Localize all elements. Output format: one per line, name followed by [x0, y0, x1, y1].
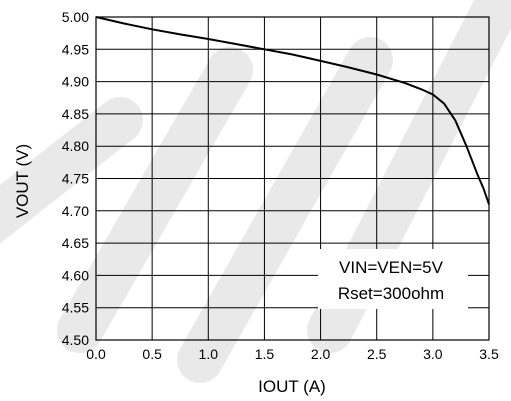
y-axis-title: VOUT (V): [13, 144, 32, 218]
annotation-line-2: Rset=300ohm: [338, 284, 444, 303]
series-line: [95, 16, 490, 205]
x-tick-label: 0.5: [142, 346, 162, 362]
y-tick-labels: 4.50 4.55 4.60 4.65 4.70 4.75 4.80 4.85 4.90 4.95…: [62, 9, 89, 348]
y-tick-label: 4.55: [62, 300, 89, 316]
y-tick-label: 5.00: [62, 9, 89, 25]
x-tick-label: 2.0: [311, 346, 331, 362]
x-tick-label: 1.5: [255, 346, 275, 362]
annotation-line-1: VIN=VEN=5V: [339, 258, 444, 277]
x-tick-label: 2.5: [367, 346, 387, 362]
x-axis-title: IOUT (A): [258, 377, 326, 396]
y-tick-label: 4.60: [62, 267, 89, 283]
plot-frame: [95, 16, 490, 341]
annotation-box: [318, 249, 468, 309]
y-tick-label: 4.75: [62, 171, 89, 187]
watermark-stroke: [57, 47, 253, 353]
y-tick-label: 4.80: [62, 138, 89, 154]
x-tick-label: 3.0: [423, 346, 443, 362]
watermark-stroke: [0, 97, 143, 244]
y-tick-label: 4.65: [62, 235, 89, 251]
y-tick-label: 4.90: [62, 74, 89, 90]
y-tick-label: 4.70: [62, 203, 89, 219]
x-tick-labels: 0.0 0.5 1.0 1.5 2.0 2.5 3.0 3.5: [86, 346, 499, 362]
x-tick-label: 0.0: [86, 346, 106, 362]
y-tick-label: 4.50: [62, 332, 89, 348]
y-tick-label: 4.95: [62, 41, 89, 57]
x-tick-label: 1.0: [199, 346, 219, 362]
watermark-stroke: [177, 37, 393, 383]
x-tick-label: 3.5: [479, 346, 499, 362]
y-tick-label: 4.85: [62, 106, 89, 122]
